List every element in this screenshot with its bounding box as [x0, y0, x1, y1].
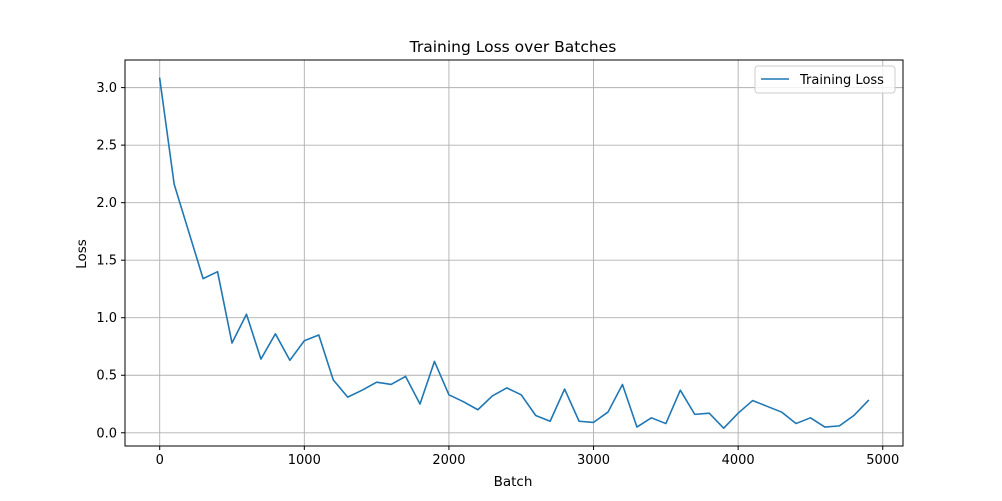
x-tick-label: 0 [156, 453, 164, 468]
y-tick-label: 3.0 [96, 81, 117, 96]
legend: Training Loss [754, 65, 896, 94]
y-tick-label: 2.5 [96, 139, 117, 154]
ticks-layer: 0 1000 2000 3000 4000 5000 0.0 0.5 1.0 1.5 2.0 2.5 3… [96, 81, 899, 468]
series-layer [158, 77, 870, 429]
grid-layer [125, 60, 903, 446]
x-tick-label: 1000 [288, 453, 321, 468]
y-tick-label: 2.0 [96, 196, 117, 211]
x-tick-label: 2000 [432, 453, 465, 468]
y-tick-label: 0.0 [96, 426, 117, 441]
chart-title: Training Loss over Batches [409, 38, 617, 56]
y-tick-label: 0.5 [96, 369, 117, 384]
plot-frame [124, 59, 904, 447]
x-axis-label: Batch [494, 474, 533, 490]
series-line-training-loss [158, 77, 870, 429]
legend-label: Training Loss [799, 73, 884, 88]
x-tick-label: 3000 [577, 453, 610, 468]
y-tick-label: 1.5 [96, 254, 117, 269]
x-tick-label: 4000 [722, 453, 755, 468]
y-axis-label: Loss [74, 239, 90, 269]
y-tick-label: 1.0 [96, 311, 117, 326]
x-tick-label: 5000 [866, 453, 899, 468]
legend-box [754, 65, 896, 94]
